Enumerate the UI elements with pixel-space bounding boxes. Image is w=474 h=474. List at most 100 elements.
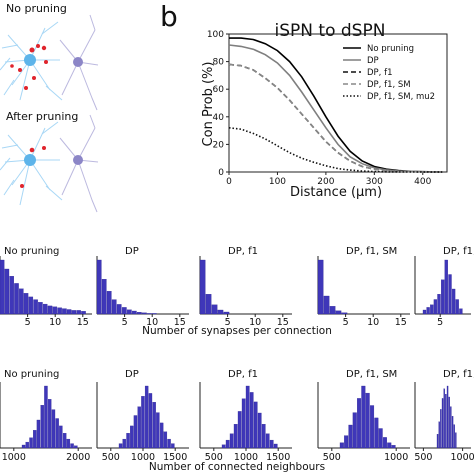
histogram-bar <box>9 276 14 315</box>
histogram-bar <box>233 424 238 449</box>
histogram-bar <box>131 310 137 315</box>
histogram-bar <box>455 432 457 449</box>
histogram-bar <box>433 299 438 315</box>
histogram-row-synapses-xlabel: Number of synapses per connection <box>142 325 332 337</box>
histogram-panel-title: DP <box>125 246 139 257</box>
histogram-panel: DP, f1, SM 500 1000 <box>317 369 410 463</box>
histogram-bar <box>217 309 224 315</box>
histogram-bar <box>148 393 153 449</box>
histogram-bar <box>221 444 226 449</box>
panel-letter-b: b <box>160 0 178 33</box>
histogram-bar <box>391 445 396 449</box>
histogram-panel-title: DP, f1, SM <box>346 246 397 257</box>
histogram-bar <box>163 431 168 449</box>
histogram-bar <box>152 402 156 449</box>
y-tick-label: 0 <box>218 168 224 178</box>
y-tick-label: 20 <box>213 140 225 150</box>
histogram-bar <box>459 308 463 315</box>
histogram-x-tick-label: 10 <box>49 317 61 328</box>
histogram-panel: No pruning 5 10 15 <box>0 246 92 328</box>
line-chart: iSPN to dSPN Con Prob (%) Distance (μm) … <box>201 21 448 200</box>
histogram-bar <box>146 313 152 315</box>
histogram-bar <box>137 406 141 449</box>
x-tick-label: 300 <box>366 177 383 187</box>
histogram-panel-title: No pruning <box>4 246 59 257</box>
histogram-bar <box>370 405 375 449</box>
x-tick-label: 100 <box>269 177 286 187</box>
histogram-panel: DP 500 1000 1500 <box>96 369 189 463</box>
legend-entry: DP, f1, SM, mu2 <box>367 92 435 102</box>
histogram-bar <box>451 416 454 449</box>
histogram-bar <box>29 437 33 449</box>
histogram-bar <box>257 412 262 449</box>
histogram-bar <box>62 433 67 449</box>
histogram-bar <box>118 443 123 449</box>
histogram-bar <box>223 311 230 315</box>
histogram-panel: DP, f1 500 1000 1500 <box>199 369 292 463</box>
histogram-bar <box>378 428 383 449</box>
series-line-1 <box>228 44 443 173</box>
histogram-bar <box>23 293 29 315</box>
legend-entry: DP, f1 <box>367 68 392 78</box>
histogram-bar <box>28 296 34 315</box>
histogram-x-tick-label: 500 <box>323 452 341 463</box>
neuron-label-no-pruning: No pruning <box>6 2 67 15</box>
histogram-panel: No pruning 1000 2000 <box>0 369 92 463</box>
histogram-bar <box>211 304 218 315</box>
series-line-0 <box>229 37 443 173</box>
y-tick-label: 60 <box>213 85 225 95</box>
histogram-bar <box>4 268 10 315</box>
histogram-x-tick-label: 5 <box>225 317 231 328</box>
histogram-bar <box>71 310 77 315</box>
histogram-x-tick-label: 15 <box>395 317 407 328</box>
histogram-bar <box>133 415 138 449</box>
histogram-panel-title: DP <box>125 369 139 380</box>
histogram-bar <box>365 392 370 449</box>
histogram-bar <box>455 299 459 315</box>
legend-entry: DP <box>367 56 379 66</box>
histogram-bar <box>437 294 441 315</box>
histogram-x-tick-label: 500 <box>102 452 120 463</box>
histogram-panel-title: DP, f1, SM, mu2 <box>443 246 474 257</box>
histogram-bar <box>341 312 348 315</box>
histogram-bar <box>122 438 126 449</box>
histogram-bar <box>237 411 242 449</box>
histogram-x-tick-label: 1500 <box>163 452 187 463</box>
neuron-image-after-pruning <box>0 114 99 213</box>
histogram-bar <box>317 259 324 315</box>
y-tick-label: 80 <box>213 58 225 68</box>
line-chart-title: iSPN to dSPN <box>275 21 386 41</box>
neuron-label-after-pruning: After pruning <box>6 110 78 123</box>
histogram-bar <box>245 385 250 449</box>
y-tick-label: 100 <box>207 30 224 40</box>
histogram-bar <box>62 308 67 315</box>
histogram-x-tick-label: 10 <box>146 317 158 328</box>
histogram-bar <box>101 279 107 315</box>
histogram-panel: DP, f1 5 10 15 <box>199 246 292 328</box>
histogram-bar <box>241 398 246 449</box>
histogram-bar <box>426 307 430 315</box>
histogram-bar <box>116 304 122 315</box>
histogram-bar <box>440 409 442 449</box>
histogram-bar <box>76 310 81 315</box>
histogram-x-tick-label: 15 <box>77 317 89 328</box>
histogram-bar <box>451 288 456 315</box>
histogram-bar <box>66 438 71 449</box>
panel-a: No pruning After pruning <box>0 2 99 213</box>
histogram-panel-title: No pruning <box>4 369 59 380</box>
histogram-bar <box>159 422 164 449</box>
histogram-bar <box>51 409 56 449</box>
histogram-x-tick-label: 1000 <box>234 452 258 463</box>
histogram-bar <box>444 259 448 315</box>
x-tick-label: 200 <box>317 177 334 187</box>
histogram-bar <box>121 307 127 315</box>
histogram-panel: DP, f1, SM, mu2 500 1000 <box>414 369 474 463</box>
histogram-row-neighbours-xlabel: Number of connected neighbours <box>149 461 325 473</box>
histogram-bar <box>329 306 336 315</box>
histogram-bar <box>66 309 72 315</box>
histogram-x-tick-label: 15 <box>277 317 289 328</box>
histogram-panel-title: DP, f1, SM <box>346 369 397 380</box>
histogram-bar <box>25 441 29 449</box>
histogram-bar <box>443 388 445 449</box>
